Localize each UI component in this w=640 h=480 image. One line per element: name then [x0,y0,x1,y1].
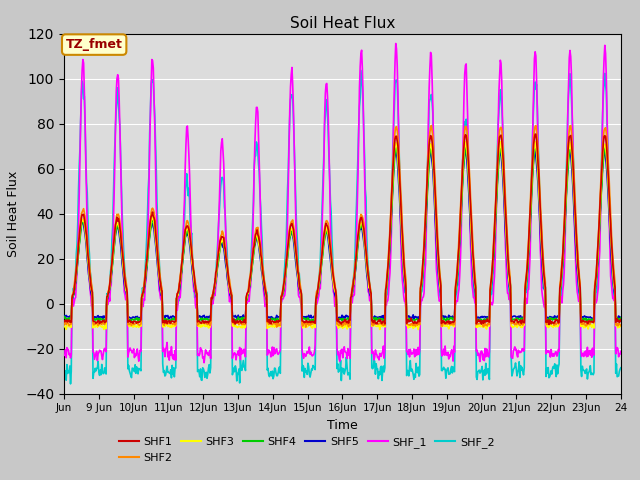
SHF4 [431,189,439,195]
SHF_2 [67,381,74,387]
Line: SHF1: SHF1 [64,134,621,324]
SHF1 [400,259,408,264]
SHF3 [617,323,625,329]
SHF_1 [60,352,68,358]
SHF_2 [256,193,264,199]
SHF2 [302,324,310,330]
SHF_2 [277,303,285,309]
Line: SHF5: SHF5 [64,150,621,320]
SHF2 [276,323,284,328]
SHF4 [228,293,236,299]
SHF_1 [200,360,208,366]
SHF2 [255,235,263,240]
SHF3 [432,214,440,220]
SHF_2 [617,365,625,371]
SHF_1 [125,348,133,354]
Y-axis label: Soil Heat Flux: Soil Heat Flux [6,170,20,257]
SHF_2 [401,290,409,296]
SHF2 [125,322,133,327]
SHF4 [400,257,408,263]
SHF5 [531,147,539,153]
SHF1 [125,319,133,324]
Line: SHF2: SHF2 [64,125,621,327]
SHF2 [433,207,440,213]
X-axis label: Time: Time [327,419,358,432]
SHF5 [401,279,408,285]
SHF1 [60,318,68,324]
SHF2 [60,322,68,327]
SHF4 [462,144,470,150]
Line: SHF_1: SHF_1 [64,44,621,363]
SHF4 [276,317,284,323]
SHF1 [531,131,539,137]
SHF1 [276,318,284,324]
SHF_1 [277,300,285,306]
SHF5 [60,314,68,320]
SHF4 [578,319,586,325]
Line: SHF4: SHF4 [64,147,621,322]
SHF5 [337,317,345,323]
Title: Soil Heat Flux: Soil Heat Flux [290,16,395,31]
Line: SHF3: SHF3 [64,142,621,329]
SHF1 [431,187,439,192]
SHF5 [255,248,263,253]
SHF4 [617,315,625,321]
SHF2 [617,323,625,328]
SHF4 [255,241,263,247]
Legend: SHF1, SHF2, SHF3, SHF4, SHF5, SHF_1, SHF_2: SHF1, SHF2, SHF3, SHF4, SHF5, SHF_1, SHF… [114,433,499,467]
SHF3 [228,295,236,300]
SHF5 [617,314,625,320]
SHF_1 [433,266,440,272]
SHF1 [228,293,236,299]
SHF_2 [228,372,236,378]
SHF_1 [228,355,236,361]
SHF_2 [60,365,68,371]
SHF2 [428,122,435,128]
SHF5 [228,297,236,303]
Line: SHF_2: SHF_2 [64,71,621,384]
SHF1 [255,238,263,243]
SHF3 [415,326,422,332]
SHF3 [125,324,133,329]
SHF5 [125,314,133,320]
SHF_1 [617,348,625,354]
SHF1 [545,322,553,327]
SHF2 [401,262,408,267]
SHF1 [617,317,625,323]
Text: TZ_fmet: TZ_fmet [66,38,123,51]
SHF3 [497,139,504,144]
SHF3 [400,268,408,274]
SHF4 [60,315,68,321]
SHF_1 [392,41,399,47]
SHF_2 [357,68,365,73]
SHF5 [276,314,284,320]
SHF3 [276,324,284,330]
SHF_1 [401,299,409,304]
SHF2 [228,290,236,296]
SHF4 [125,316,133,322]
SHF_1 [256,187,264,193]
SHF_2 [126,371,134,376]
SHF3 [255,244,263,250]
SHF5 [432,225,440,230]
SHF_2 [433,238,440,243]
SHF3 [60,323,68,328]
